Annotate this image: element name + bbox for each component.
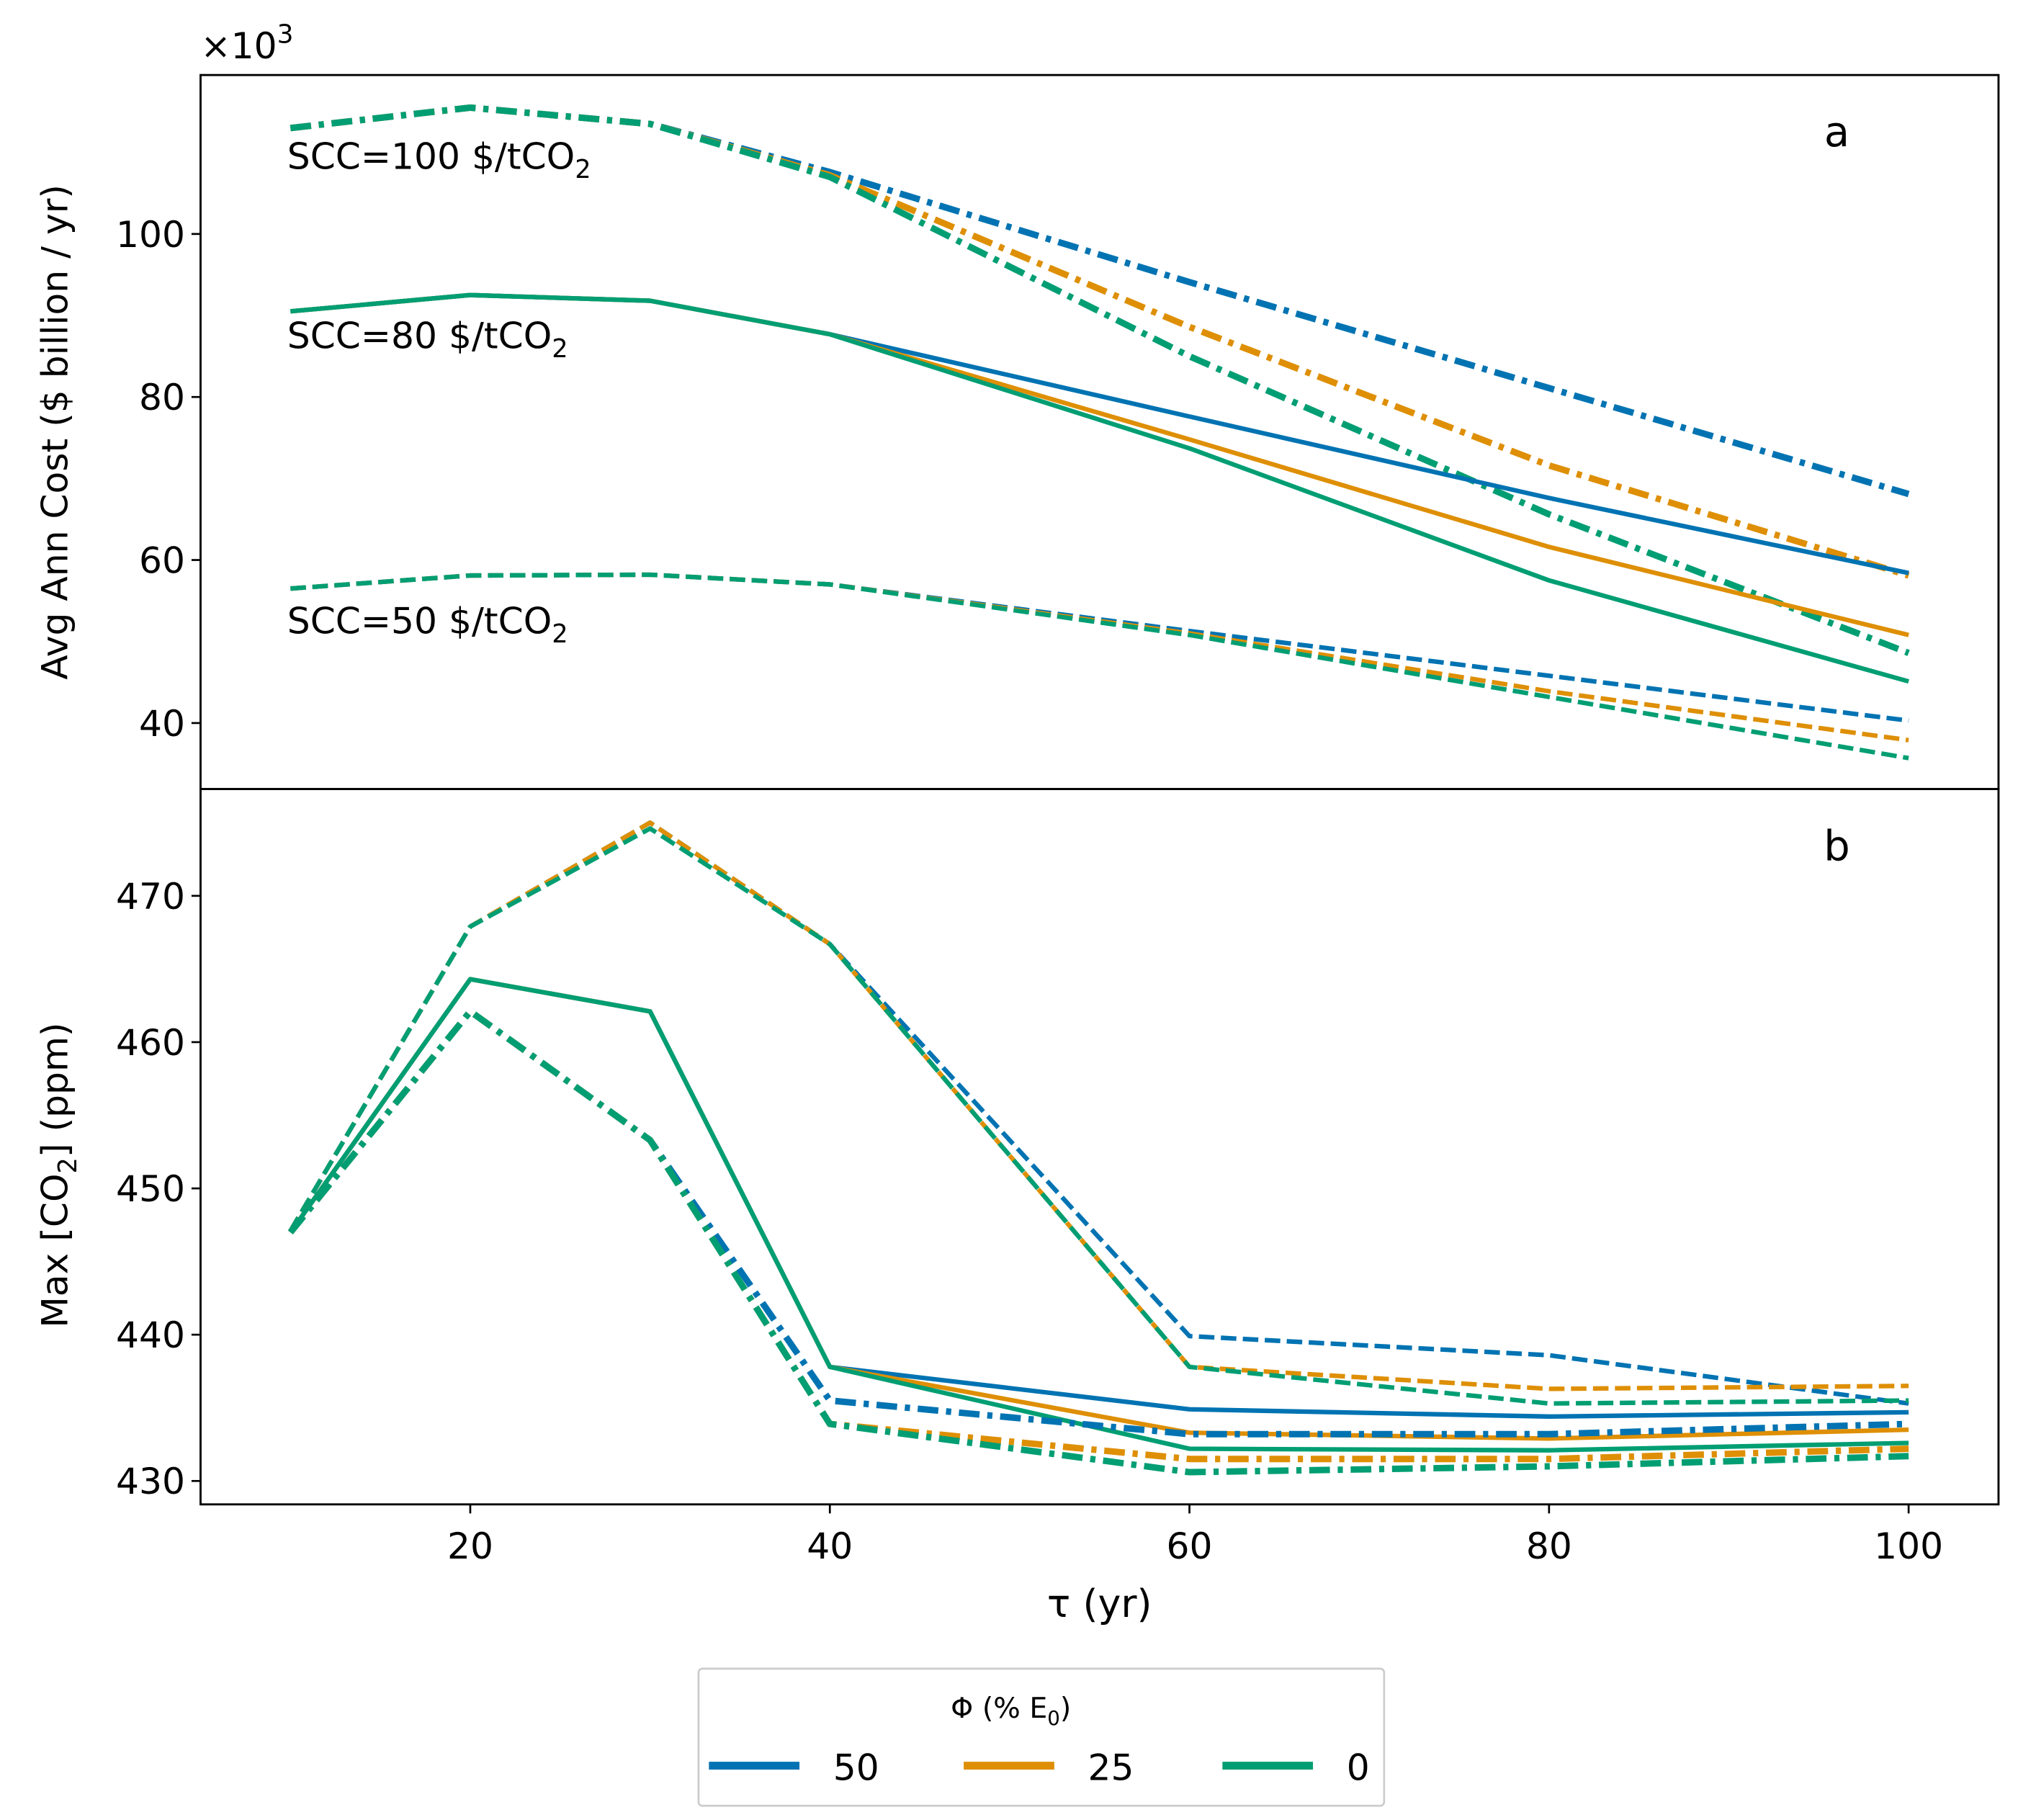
panel-b: 430 440 450 460 470 20 40 60 80 100 b Max [CO2] (pp… [33,788,2000,1626]
scc-annotation: SCC=80 $/tCO2 [287,314,568,364]
series-line-solid-phi-50 [288,977,1909,1419]
axes-frame [199,73,2000,791]
x-tick-label: 60 [1167,1525,1213,1567]
series-line-solid-phi-0 [288,977,1909,1453]
legend-label: 0 [1347,1746,1370,1788]
series-line-dashed-phi-0 [290,572,1909,761]
x-axis-label: τ (yr) [1047,1581,1152,1626]
y-tick-label: 80 [139,376,185,418]
y-axis-label: Avg Ann Cost ($ billion / yr) [33,184,76,680]
panel-label: b [1824,822,1849,870]
x-tick-label: 20 [447,1525,493,1567]
y-tick-label: 450 [116,1167,185,1210]
y-tick-label: 60 [139,539,185,582]
legend-label: 50 [833,1746,879,1788]
series-line-dashdot-phi-0 [290,104,1910,656]
y-tick-label: 40 [139,702,185,745]
legend-title: Φ (% E0) [951,1692,1071,1730]
axes-frame [199,788,2000,1506]
panel-label: a [1824,108,1849,156]
y-axis-label: Max [CO2] (ppm) [33,1022,83,1327]
scc-annotation: SCC=50 $/tCO2 [287,599,568,649]
panel-a: 40 60 80 100 a Avg Ann Cost ($ billion / yr) ×… [33,19,2000,791]
y-tick-label: 100 [116,213,185,256]
series-line-dashed-phi-0 [288,826,1909,1406]
y-tick-label: 430 [116,1460,185,1502]
legend-box [697,1667,1386,1807]
series-line-dashed-phi-50 [288,820,1909,1406]
x-tick-label: 40 [807,1525,853,1567]
series-line-dashdot-phi-50 [287,1008,1909,1438]
y-tick-label: 440 [116,1314,185,1356]
y-multiplier: ×103 [200,19,293,67]
y-tick-label: 470 [116,875,185,918]
series-line-solid-phi-0 [290,292,1909,684]
y-tick-label: 460 [116,1021,185,1064]
scc-annotation: SCC=100 $/tCO2 [287,135,591,184]
series-line-dashdot-phi-0 [287,1008,1909,1476]
legend: Φ (% E0) 50 25 0 [697,1667,1386,1807]
legend-label: 25 [1088,1746,1134,1788]
series-line-dashed-phi-25 [288,820,1909,1391]
x-tick-label: 80 [1526,1525,1572,1567]
x-tick-label: 100 [1874,1525,1943,1567]
series-line-dashed-phi-50 [290,572,1909,723]
